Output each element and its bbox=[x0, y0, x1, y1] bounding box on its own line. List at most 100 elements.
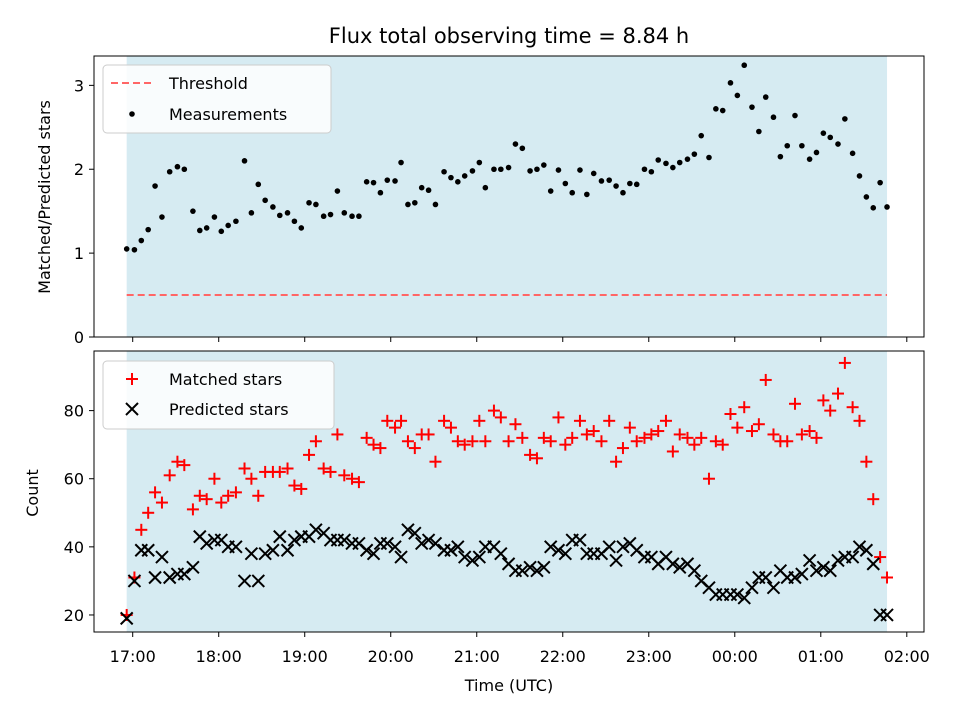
measurement-point bbox=[398, 159, 404, 166]
predicted-point bbox=[472, 550, 487, 564]
predicted-point bbox=[244, 546, 259, 561]
predicted-point bbox=[573, 533, 587, 547]
count-x-tick-label: 00:00 bbox=[712, 647, 758, 666]
measurement-point bbox=[291, 218, 298, 225]
matched-point bbox=[509, 418, 522, 431]
measurement-point bbox=[498, 166, 504, 173]
measurement-point bbox=[541, 162, 547, 168]
predicted-point bbox=[859, 543, 874, 557]
measurement-point bbox=[370, 179, 377, 186]
matched-point bbox=[473, 414, 486, 427]
predicted-point bbox=[809, 563, 824, 578]
count-x-tick-label: 20:00 bbox=[368, 647, 414, 666]
measurement-point bbox=[363, 179, 370, 185]
matched-point bbox=[303, 448, 316, 461]
matched-point bbox=[810, 431, 823, 444]
measurement-point bbox=[827, 134, 834, 141]
matched-point bbox=[860, 455, 873, 468]
matched-point bbox=[149, 486, 162, 499]
count-y-tick-label: 60 bbox=[64, 470, 84, 489]
measurement-point bbox=[405, 201, 411, 208]
matched-point bbox=[759, 373, 772, 386]
measurement-point bbox=[418, 184, 425, 191]
measurement-point bbox=[196, 227, 203, 234]
measurement-point bbox=[327, 211, 334, 218]
predicted-point bbox=[788, 570, 802, 585]
matched-point bbox=[374, 442, 387, 455]
measurement-point bbox=[181, 166, 188, 173]
measurement-point bbox=[562, 180, 569, 187]
measurement-point bbox=[663, 160, 669, 167]
matched-point bbox=[838, 356, 851, 369]
matched-point bbox=[616, 442, 629, 455]
matched-point bbox=[502, 435, 515, 448]
measurement-point bbox=[792, 112, 798, 119]
measurement-point bbox=[684, 156, 691, 162]
matched-point bbox=[603, 414, 616, 427]
matched-point bbox=[238, 462, 251, 475]
measurement-point bbox=[519, 145, 526, 152]
matched-point bbox=[673, 428, 686, 441]
matched-point bbox=[595, 435, 608, 448]
ratio-legend: Threshold Measurements bbox=[102, 64, 332, 134]
count-x-tick-label: 22:00 bbox=[540, 647, 586, 666]
matched-point bbox=[229, 486, 242, 499]
predicted-point bbox=[155, 550, 169, 564]
matched-point bbox=[573, 414, 586, 427]
predicted-point bbox=[266, 543, 280, 557]
matched-stars-legend-swatch bbox=[126, 373, 138, 385]
measurement-point bbox=[842, 116, 848, 122]
matched-point bbox=[681, 431, 694, 444]
threshold-legend-label: Threshold bbox=[168, 74, 248, 93]
measurement-point bbox=[392, 178, 398, 184]
matched-point bbox=[163, 469, 176, 482]
count-y-tick-label: 80 bbox=[64, 402, 84, 421]
measurements-legend-label: Measurements bbox=[169, 105, 287, 124]
predicted-point bbox=[394, 550, 408, 564]
matched-point bbox=[186, 503, 199, 516]
matched-point bbox=[724, 408, 737, 421]
matched-point bbox=[401, 435, 414, 448]
matched-point bbox=[874, 551, 887, 564]
matched-point bbox=[395, 414, 408, 427]
chart-title: Flux total observing time = 8.84 h bbox=[329, 24, 689, 48]
matched-point bbox=[853, 414, 866, 427]
measurement-point bbox=[627, 180, 633, 187]
measurement-point bbox=[377, 189, 384, 196]
matched-point bbox=[200, 493, 213, 506]
matched-point bbox=[360, 431, 373, 444]
measurement-point bbox=[306, 199, 312, 206]
matched-point bbox=[273, 465, 286, 478]
ratio-series-0 bbox=[123, 62, 890, 253]
measurement-point bbox=[749, 104, 755, 110]
ratio-y-axis-label: Matched/Predicted stars bbox=[35, 100, 54, 294]
predicted-point bbox=[616, 540, 630, 554]
matched-point bbox=[222, 489, 235, 502]
measurement-point bbox=[218, 228, 225, 235]
predicted-point bbox=[816, 560, 831, 574]
matched-point bbox=[408, 442, 421, 455]
predicted-point bbox=[745, 581, 759, 595]
measurement-point bbox=[648, 168, 655, 175]
measurement-point bbox=[849, 150, 856, 157]
matched-point bbox=[795, 428, 808, 441]
matched-point bbox=[331, 428, 344, 441]
matched-point bbox=[208, 472, 221, 485]
predicted-point bbox=[795, 567, 809, 581]
count-x-tick-label: 21:00 bbox=[454, 647, 500, 666]
matched-point bbox=[716, 438, 729, 451]
measurement-point bbox=[806, 156, 813, 162]
matched-point bbox=[831, 387, 844, 400]
ratio-panel: Flux total observing time = 8.84 h Match… bbox=[35, 24, 925, 347]
measurement-point bbox=[777, 153, 784, 160]
predicted-point bbox=[451, 540, 465, 554]
matched-point bbox=[695, 431, 708, 444]
predicted-point bbox=[537, 560, 551, 574]
measurement-point bbox=[441, 168, 447, 175]
predicted-point bbox=[408, 526, 422, 540]
measurement-point bbox=[174, 163, 181, 170]
measurement-point bbox=[770, 114, 777, 121]
predicted-point bbox=[366, 546, 381, 561]
predicted-point bbox=[337, 533, 351, 547]
measurement-point bbox=[863, 194, 870, 200]
